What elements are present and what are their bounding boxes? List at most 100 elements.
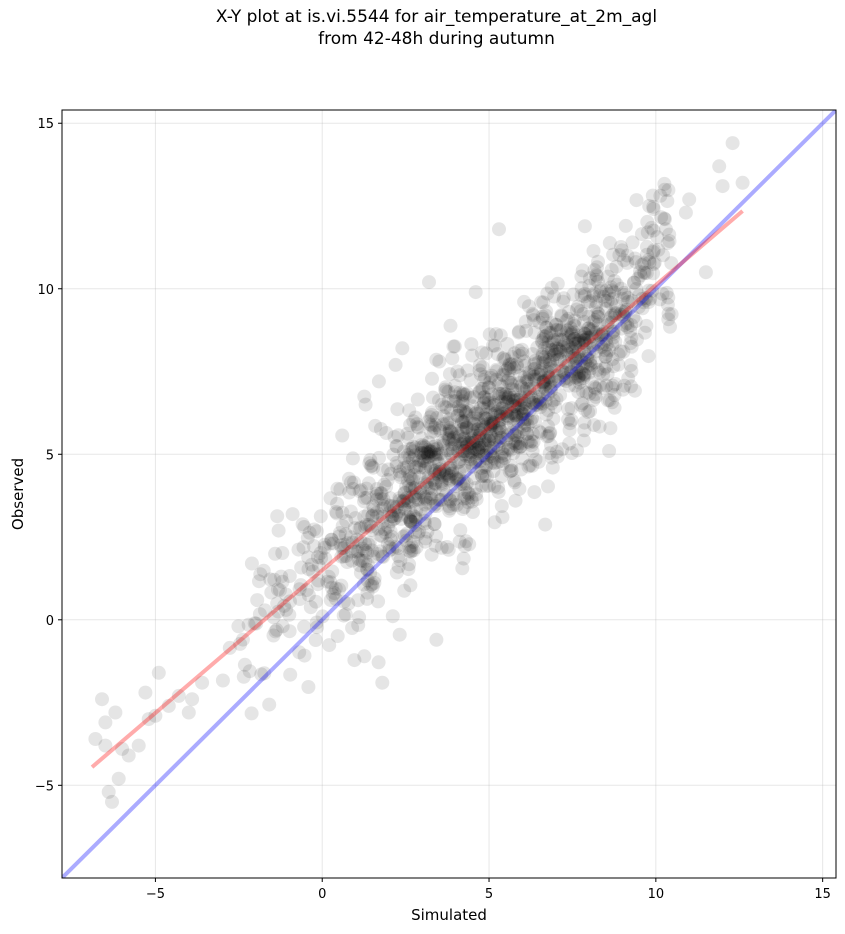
data-point: [529, 398, 543, 413]
data-point: [501, 371, 516, 386]
data-point: [458, 387, 473, 402]
data-point: [639, 318, 654, 333]
data-point: [407, 468, 422, 483]
data-point: [479, 479, 494, 493]
data-point: [517, 397, 532, 412]
data-point: [462, 436, 477, 450]
data-point: [531, 355, 546, 370]
data-point: [604, 315, 619, 330]
data-point: [421, 450, 436, 464]
data-point: [360, 545, 375, 560]
data-point: [303, 600, 318, 615]
data-point: [542, 446, 557, 461]
data-point: [529, 372, 544, 387]
data-point: [421, 435, 436, 450]
data-point: [492, 434, 507, 449]
data-point: [552, 374, 567, 388]
data-point: [267, 572, 282, 587]
data-point: [452, 471, 467, 486]
data-point: [443, 458, 458, 472]
data-point: [617, 378, 632, 393]
data-point: [468, 406, 483, 421]
data-point: [577, 314, 591, 329]
data-point: [446, 430, 461, 445]
data-point: [549, 344, 563, 359]
data-point: [586, 341, 601, 356]
data-point: [624, 339, 639, 354]
data-point: [389, 439, 404, 453]
data-point: [345, 553, 359, 568]
data-point: [526, 396, 541, 410]
data-point: [568, 378, 583, 393]
data-point: [456, 474, 471, 489]
data-point: [634, 227, 649, 242]
data-point: [577, 368, 592, 383]
data-point: [441, 384, 456, 399]
data-point: [635, 291, 649, 306]
data-point: [495, 400, 510, 415]
data-point: [593, 284, 608, 299]
data-point: [588, 300, 603, 315]
data-point: [470, 452, 485, 467]
chart-subtitle-line: from 42-48h during autumn: [318, 29, 555, 49]
data-point: [275, 546, 290, 560]
data-point: [450, 426, 465, 441]
data-point: [481, 392, 496, 407]
data-point: [546, 411, 561, 426]
data-point: [572, 372, 587, 387]
data-point: [472, 440, 487, 455]
data-point: [242, 664, 257, 679]
data-point: [608, 377, 623, 391]
data-point: [411, 453, 426, 468]
data-point: [553, 388, 568, 403]
data-point: [594, 340, 609, 354]
data-point: [491, 408, 506, 423]
data-point: [566, 287, 581, 302]
data-point: [376, 549, 391, 564]
data-point: [478, 459, 493, 474]
data-point: [421, 442, 436, 457]
data-point: [449, 471, 464, 486]
data-point: [561, 338, 575, 353]
data-point: [543, 383, 558, 398]
data-point: [393, 470, 408, 485]
data-point: [445, 449, 460, 464]
data-point: [657, 176, 672, 191]
data-point: [388, 357, 403, 372]
data-point: [407, 490, 422, 505]
data-point: [308, 594, 323, 609]
data-point: [424, 418, 439, 433]
data-point: [494, 469, 509, 484]
data-point: [433, 493, 447, 508]
data-point: [607, 387, 622, 402]
data-point: [325, 587, 340, 602]
data-point: [400, 473, 415, 488]
data-point: [400, 426, 415, 441]
data-point: [391, 428, 406, 443]
data-point: [432, 393, 446, 408]
data-point: [483, 421, 498, 436]
data-point: [582, 330, 597, 345]
data-point: [417, 447, 431, 461]
data-point: [108, 705, 123, 720]
data-point: [531, 395, 546, 410]
data-point: [642, 255, 657, 270]
data-point: [495, 446, 510, 460]
data-point: [257, 666, 272, 681]
data-point: [531, 389, 546, 404]
data-point: [465, 434, 480, 448]
data-point: [423, 417, 438, 432]
data-point: [347, 475, 361, 490]
data-point: [508, 392, 523, 407]
data-point: [457, 444, 472, 458]
data-point: [586, 322, 601, 337]
data-point: [233, 636, 248, 651]
data-point: [611, 357, 626, 372]
data-point: [292, 592, 307, 606]
data-point: [646, 243, 661, 258]
data-point: [661, 306, 676, 321]
data-point: [603, 310, 618, 325]
data-point: [523, 414, 538, 429]
data-point: [495, 510, 510, 525]
data-point: [380, 473, 395, 487]
